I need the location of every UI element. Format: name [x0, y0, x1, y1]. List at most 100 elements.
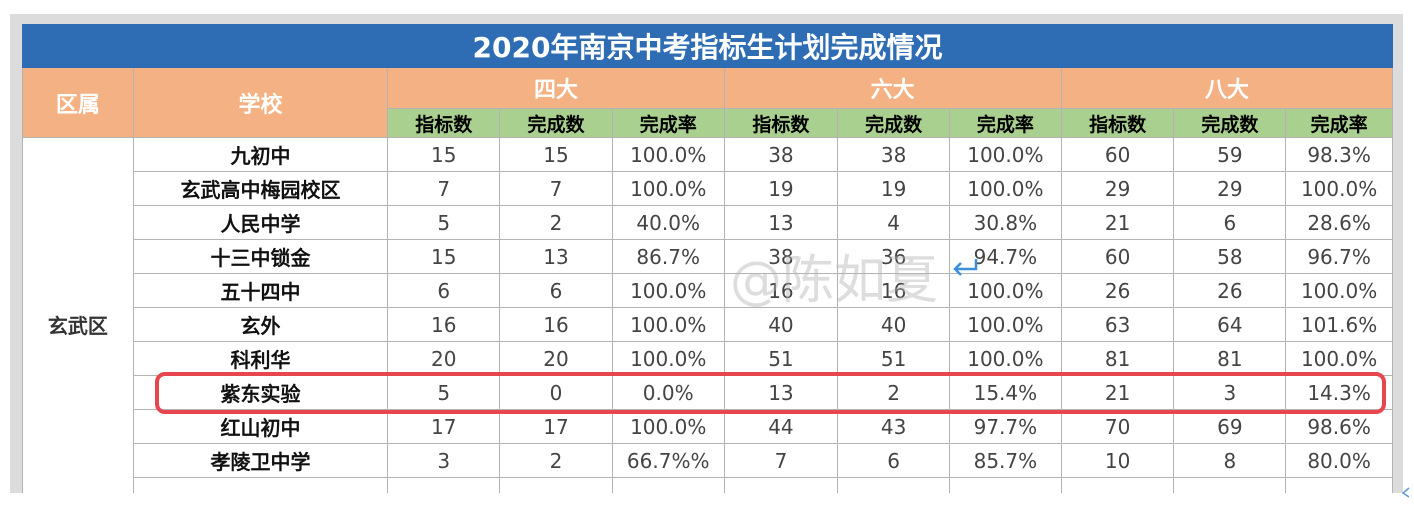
table-row: 科利华 20 20 100.0% 51 51 100.0% 81 81 100.0%: [23, 341, 1393, 376]
value-cell: 16: [723, 273, 839, 308]
value-cell: 16: [837, 273, 951, 308]
value-cell: 40: [837, 307, 951, 342]
value-cell: 0.0%: [611, 375, 725, 410]
school-name-cell: 紫东实验: [132, 375, 389, 410]
table-row: [23, 477, 1393, 493]
school-name-cell: 孝陵卫中学: [132, 443, 389, 478]
value-cell: 30.8%: [949, 205, 1062, 240]
value-cell: 28.6%: [1285, 205, 1393, 240]
empty-cell: [1060, 477, 1175, 493]
value-cell: 81: [1173, 341, 1287, 376]
value-cell: 7: [499, 171, 613, 206]
value-cell: 100.0%: [1285, 341, 1393, 376]
value-cell: 19: [723, 171, 839, 206]
value-cell: 69: [1173, 409, 1287, 444]
value-cell: 85.7%: [949, 443, 1062, 478]
completed-header: 完成数: [1173, 108, 1287, 138]
value-cell: 60: [1060, 239, 1175, 274]
district-cell: 玄武区: [22, 137, 134, 493]
value-cell: 81: [1060, 341, 1175, 376]
quota-header: 指标数: [387, 108, 501, 138]
value-cell: 86.7%: [611, 239, 725, 274]
value-cell: 6: [1173, 205, 1287, 240]
value-cell: 101.6%: [1285, 307, 1393, 342]
value-cell: 19: [837, 171, 951, 206]
group-header-si-da: 四大: [387, 67, 725, 109]
value-cell: 64: [1173, 307, 1287, 342]
value-cell: 29: [1173, 171, 1287, 206]
rate-header: 完成率: [611, 108, 725, 138]
value-cell: 16: [499, 307, 613, 342]
completed-header: 完成数: [499, 108, 613, 138]
quota-header: 指标数: [723, 108, 839, 138]
value-cell: 94.7%: [949, 239, 1062, 274]
value-cell: 13: [499, 239, 613, 274]
value-cell: 38: [837, 137, 951, 172]
value-cell: 100.0%: [611, 341, 725, 376]
value-cell: 16: [387, 307, 501, 342]
value-cell: 15: [387, 137, 501, 172]
value-cell: 17: [499, 409, 613, 444]
value-cell: 80.0%: [1285, 443, 1393, 478]
value-cell: 26: [1173, 273, 1287, 308]
value-cell: 100.0%: [949, 307, 1062, 342]
completed-header: 完成数: [837, 108, 951, 138]
empty-cell: [1285, 477, 1393, 493]
value-cell: 100.0%: [611, 307, 725, 342]
report-table: 2020年南京中考指标生计划完成情况 区属 学校 四大 六大 八大 指标数 完成…: [22, 24, 1393, 493]
value-cell: 58: [1173, 239, 1287, 274]
value-cell: 6: [499, 273, 613, 308]
school-name-cell: 人民中学: [132, 205, 389, 240]
value-cell: 100.0%: [949, 273, 1062, 308]
value-cell: 7: [723, 443, 839, 478]
value-cell: 0: [499, 375, 613, 410]
value-cell: 51: [837, 341, 951, 376]
table-row: 玄外 16 16 100.0% 40 40 100.0% 63 64 101.6%: [23, 307, 1393, 342]
value-cell: 2: [837, 375, 951, 410]
empty-cell: [499, 477, 613, 493]
value-cell: 2: [499, 205, 613, 240]
value-cell: 43: [837, 409, 951, 444]
value-cell: 96.7%: [1285, 239, 1393, 274]
value-cell: 13: [723, 205, 839, 240]
value-cell: 2: [499, 443, 613, 478]
value-cell: 40.0%: [611, 205, 725, 240]
value-cell: 100.0%: [949, 137, 1062, 172]
table-row: 玄武高中梅园校区 7 7 100.0% 19 19 100.0% 29 29 100.0%: [23, 171, 1393, 206]
empty-cell: [723, 477, 839, 493]
value-cell: 38: [723, 239, 839, 274]
school-name-cell: 五十四中: [132, 273, 389, 308]
value-cell: 20: [499, 341, 613, 376]
table-row: 十三中锁金 15 13 86.7% 38 36 94.7% 60 58 96.7%: [23, 239, 1393, 274]
value-cell: 98.6%: [1285, 409, 1393, 444]
value-cell: 20: [387, 341, 501, 376]
value-cell: 10: [1060, 443, 1175, 478]
empty-cell: [949, 477, 1062, 493]
school-name-cell: 玄外: [132, 307, 389, 342]
value-cell: 97.7%: [949, 409, 1062, 444]
value-cell: 6: [387, 273, 501, 308]
quota-header: 指标数: [1060, 108, 1175, 138]
table-row: 人民中学 5 2 40.0% 13 4 30.8% 21 6 28.6%: [23, 205, 1393, 240]
watermark-text: @陈如夏: [730, 251, 939, 311]
table-row: 红山初中 17 17 100.0% 44 43 97.7% 70 69 98.6%: [23, 409, 1393, 444]
school-name-cell: 玄武高中梅园校区: [132, 171, 389, 206]
value-cell: 6: [837, 443, 951, 478]
empty-cell: [611, 477, 725, 493]
value-cell: 21: [1060, 375, 1175, 410]
table-row: 孝陵卫中学 3 2 66.7%% 7 6 85.7% 10 8 80.0%: [23, 443, 1393, 478]
highlight-box: [155, 372, 1386, 414]
value-cell: 38: [723, 137, 839, 172]
table-row: 玄武区 九初中 15 15 100.0% 38 38 100.0% 60 59 98.3%: [22, 137, 1393, 493]
value-cell: 15: [499, 137, 613, 172]
group-header-ba-da: 八大: [1060, 67, 1393, 109]
value-cell: 60: [1060, 137, 1175, 172]
value-cell: 100.0%: [611, 171, 725, 206]
empty-cell: [1173, 477, 1287, 493]
value-cell: 4: [837, 205, 951, 240]
table-body: 玄武区 九初中 15 15 100.0% 38 38 100.0% 60 59 98.3% 玄武高中梅…: [22, 137, 1393, 493]
spreadsheet: 2020年南京中考指标生计划完成情况 区属 学校 四大 六大 八大 指标数 完成…: [22, 24, 1393, 493]
school-name-cell: 十三中锁金: [132, 239, 389, 274]
value-cell: 100.0%: [949, 171, 1062, 206]
rate-header: 完成率: [1285, 108, 1393, 138]
